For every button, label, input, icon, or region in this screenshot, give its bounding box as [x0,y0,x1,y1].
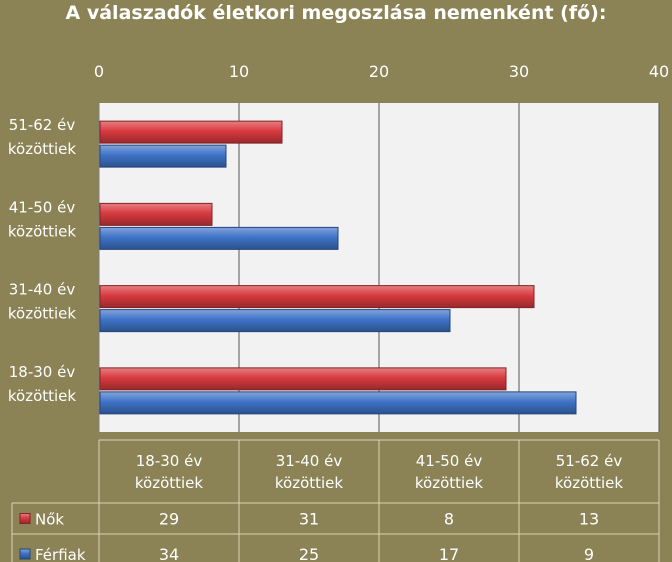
y-category-label: közöttiek [8,387,77,405]
table-value: 29 [159,510,179,529]
legend-label: Nők [35,511,64,529]
table-value: 8 [444,510,454,529]
table-value: 34 [159,545,179,562]
bar-ferfiak-3 [99,226,339,250]
table-header-label: közöttiek [555,474,624,492]
bar-nok-4 [99,120,283,144]
y-category-label: 18-30 év [9,363,76,381]
legend-swatch-ferfiak [19,548,31,560]
table-header-label: közöttiek [135,474,204,492]
table-value: 31 [299,510,319,529]
x-tick-label: 40 [649,62,669,81]
x-tick-label: 0 [94,62,104,81]
table-header-label: 18-30 év [136,452,203,470]
table-value: 9 [584,545,594,562]
table-header-label: közöttiek [275,474,344,492]
x-tick-label: 30 [509,62,529,81]
chart-title: A válaszadók életkori megoszlása nemenké… [65,2,607,24]
y-category-label: 41-50 év [9,198,76,216]
bar-ferfiak-1 [99,391,577,415]
table-value: 17 [439,545,459,562]
table-header-label: közöttiek [415,474,484,492]
table-value: 13 [579,510,599,529]
table-header-label: 51-62 év [556,452,623,470]
bar-nok-1 [99,367,507,391]
legend-label: Férfiak [35,546,86,562]
y-category-label: közöttiek [8,222,77,240]
y-category-label: közöttiek [8,305,77,323]
legend-swatch-nok [19,513,31,524]
x-tick-label: 10 [229,62,249,81]
y-category-label: 31-40 év [9,281,76,299]
bar-nok-2 [99,285,535,309]
table-header-label: 31-40 év [276,452,343,470]
x-tick-label: 20 [369,62,389,81]
bar-ferfiak-2 [99,309,451,333]
bar-nok-3 [99,202,213,226]
table-value: 25 [299,545,319,562]
y-category-label: 51-62 év [9,116,76,134]
bar-ferfiak-4 [99,144,227,168]
y-category-label: közöttiek [8,140,77,158]
table-header-label: 41-50 év [416,452,483,470]
